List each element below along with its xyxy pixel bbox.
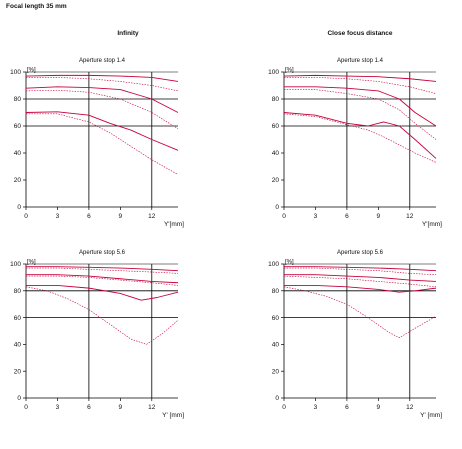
x-tick-label: 9 xyxy=(119,404,123,411)
x-tick-label: 3 xyxy=(56,404,60,411)
chart-title: Aperture stop 1.4 xyxy=(336,58,384,64)
mtf-series-line xyxy=(26,113,179,175)
y-tick-label: 60 xyxy=(272,123,280,130)
y-tick-label: 40 xyxy=(14,342,22,349)
mtf-chart-close-f1-4: Aperture stop 1.4 0 3 6 9 12 0 20 40 60 80 100 [%] Y… xyxy=(258,55,458,255)
y-tick-label: 80 xyxy=(272,288,280,295)
x-tick-label: 9 xyxy=(377,213,381,220)
y-tick-label: 60 xyxy=(272,315,280,322)
x-tick-label: 9 xyxy=(119,213,123,220)
mtf-series-line xyxy=(26,267,179,274)
focal-length-label: Focal length 35 mm xyxy=(6,3,67,10)
x-tick-label: 0 xyxy=(24,213,28,220)
x-tick-label: 12 xyxy=(148,404,156,411)
y-tick-label: 20 xyxy=(272,368,280,375)
mtf-series-line xyxy=(25,74,179,82)
x-tick-label: 12 xyxy=(406,213,414,220)
mtf-series-line xyxy=(284,266,437,272)
y-tick-label: 20 xyxy=(272,177,280,184)
y-tick-label: 0 xyxy=(275,204,279,211)
mtf-series-line xyxy=(26,266,179,272)
chart-title: Aperture stop 5.6 xyxy=(336,250,384,256)
mtf-series-line xyxy=(26,275,179,286)
x-axis-label: Y' [mm] xyxy=(420,412,442,419)
mtf-plot: 0 3 6 9 12 0 20 40 60 80 100 [%] Y'[mm] xyxy=(10,68,184,229)
mtf-series-line xyxy=(25,286,179,345)
mtf-series-line xyxy=(26,77,179,92)
y-tick-label: 0 xyxy=(17,204,21,211)
mtf-series-line xyxy=(284,77,437,94)
x-tick-label: 12 xyxy=(148,213,156,220)
mtf-plot: 0 3 6 9 12 0 20 40 60 80 100 [%] Y' [mm] xyxy=(10,260,184,420)
y-tick-label: 40 xyxy=(272,342,280,349)
y-tick-label: 0 xyxy=(275,395,279,402)
mtf-plot: 0 3 6 9 12 0 20 40 60 80 100 [%] Y' [mm] xyxy=(268,260,442,420)
x-tick-label: 6 xyxy=(345,404,349,411)
y-tick-label: 60 xyxy=(14,315,22,322)
x-tick-label: 9 xyxy=(377,404,381,411)
column-heading-close-focus: Close focus distance xyxy=(327,30,393,37)
y-tick-label: 100 xyxy=(10,261,21,268)
y-axis-label: [%] xyxy=(27,68,36,74)
x-tick-label: 6 xyxy=(345,213,349,220)
mtf-chart-infinity-f5-6: Aperture stop 5.6 0 3 6 9 12 0 20 40 60 80 100 [%] Y… xyxy=(0,249,200,449)
y-tick-label: 20 xyxy=(14,177,22,184)
mtf-series-line xyxy=(283,275,437,288)
mtf-series-line xyxy=(284,284,437,293)
y-tick-label: 0 xyxy=(17,395,21,402)
x-axis-label: Y' [mm] xyxy=(162,412,184,419)
x-tick-label: 6 xyxy=(87,213,91,220)
mtf-chart-infinity-f1-4: Aperture stop 1.4 0 3 6 9 12 0 20 40 60 80 100 [%] Y… xyxy=(0,55,200,255)
x-tick-label: 0 xyxy=(282,213,286,220)
x-tick-label: 0 xyxy=(24,404,28,411)
y-axis-label: [%] xyxy=(27,260,36,266)
y-tick-label: 100 xyxy=(10,69,21,76)
x-tick-label: 12 xyxy=(406,404,414,411)
mtf-series-line xyxy=(284,274,437,282)
mtf-series-line xyxy=(26,274,179,284)
mtf-series-line xyxy=(25,86,179,113)
x-tick-label: 3 xyxy=(56,213,60,220)
column-heading-infinity: Infinity xyxy=(117,30,139,37)
x-axis-label: Y'[mm] xyxy=(164,221,184,228)
mtf-chart-close-f5-6: Aperture stop 5.6 0 3 6 9 12 0 20 40 60 80 100 [%] Y… xyxy=(258,249,458,449)
mtf-series-line xyxy=(283,113,437,163)
chart-title: Aperture stop 1.4 xyxy=(78,58,126,64)
mtf-series-line xyxy=(284,89,437,140)
x-tick-label: 3 xyxy=(314,213,318,220)
mtf-series-line xyxy=(26,284,179,301)
mtf-series-line xyxy=(283,74,437,82)
y-tick-label: 40 xyxy=(272,150,280,157)
x-axis-label: Y'[mm] xyxy=(422,221,442,228)
x-tick-label: 6 xyxy=(87,404,91,411)
mtf-series-line xyxy=(25,111,179,151)
chart-title: Aperture stop 5.6 xyxy=(78,250,126,256)
y-tick-label: 80 xyxy=(272,96,280,103)
mtf-series-line xyxy=(25,89,179,129)
mtf-series-line xyxy=(283,112,437,159)
y-axis-label: [%] xyxy=(285,68,294,74)
y-axis-label: [%] xyxy=(285,260,294,266)
y-tick-label: 20 xyxy=(14,368,22,375)
y-tick-label: 100 xyxy=(268,69,279,76)
mtf-series-line xyxy=(284,267,437,276)
y-tick-label: 60 xyxy=(14,123,22,130)
mtf-series-line xyxy=(283,286,437,338)
x-tick-label: 3 xyxy=(314,404,318,411)
y-tick-label: 40 xyxy=(14,150,22,157)
mtf-series-line xyxy=(284,86,437,127)
y-tick-label: 80 xyxy=(14,96,22,103)
y-tick-label: 80 xyxy=(14,288,22,295)
mtf-plot: 0 3 6 9 12 0 20 40 60 80 100 [%] Y'[mm] xyxy=(268,68,442,229)
y-tick-label: 100 xyxy=(268,261,279,268)
x-tick-label: 0 xyxy=(282,404,286,411)
